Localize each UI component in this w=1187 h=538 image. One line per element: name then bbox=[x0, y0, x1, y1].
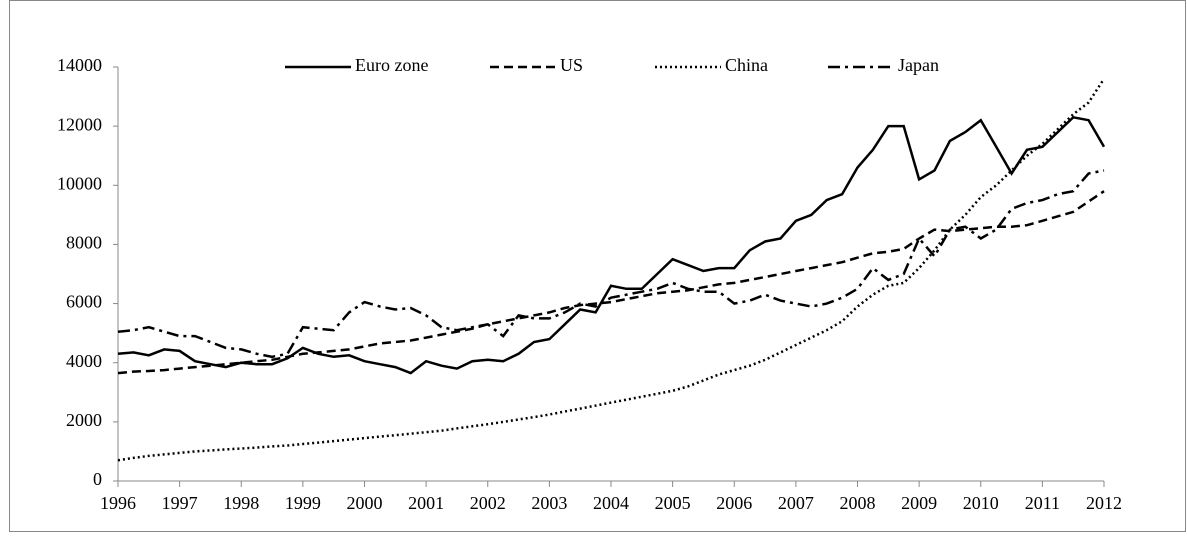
x-tick-label: 2005 bbox=[655, 493, 691, 513]
x-tick-label: 2002 bbox=[470, 493, 506, 513]
x-tick-label: 2010 bbox=[963, 493, 999, 513]
x-tick-label: 2008 bbox=[840, 493, 876, 513]
x-tick-label: 2012 bbox=[1086, 493, 1122, 513]
y-tick-label: 10000 bbox=[57, 173, 102, 193]
legend-label: China bbox=[725, 55, 768, 75]
x-tick-label: 2000 bbox=[347, 493, 383, 513]
x-tick-label: 2001 bbox=[408, 493, 444, 513]
y-tick-label: 2000 bbox=[66, 410, 102, 430]
legend-label: Euro zone bbox=[355, 55, 428, 75]
series-line bbox=[117, 169, 1105, 359]
x-tick-label: 2003 bbox=[531, 493, 567, 513]
legend-label: Japan bbox=[898, 55, 939, 75]
series-line bbox=[117, 115, 1106, 375]
x-tick-label: 2009 bbox=[901, 493, 937, 513]
x-tick-label: 1997 bbox=[162, 493, 198, 513]
y-tick-label: 0 bbox=[93, 469, 102, 489]
legend-label: US bbox=[560, 55, 583, 75]
x-tick-label: 1999 bbox=[285, 493, 321, 513]
series-line bbox=[117, 190, 1105, 375]
series-line bbox=[117, 78, 1106, 462]
y-tick-label: 4000 bbox=[66, 351, 102, 371]
x-tick-label: 1998 bbox=[223, 493, 259, 513]
y-tick-label: 8000 bbox=[66, 233, 102, 253]
x-tick-label: 2007 bbox=[778, 493, 814, 513]
x-tick-label: 1996 bbox=[100, 493, 136, 513]
chart-frame bbox=[9, 0, 1186, 532]
y-tick-label: 14000 bbox=[57, 55, 102, 75]
y-tick-label: 12000 bbox=[57, 114, 102, 134]
x-tick-label: 2011 bbox=[1025, 493, 1060, 513]
x-tick-label: 2006 bbox=[716, 493, 752, 513]
x-tick-label: 2004 bbox=[593, 493, 629, 513]
y-tick-label: 6000 bbox=[66, 292, 102, 312]
